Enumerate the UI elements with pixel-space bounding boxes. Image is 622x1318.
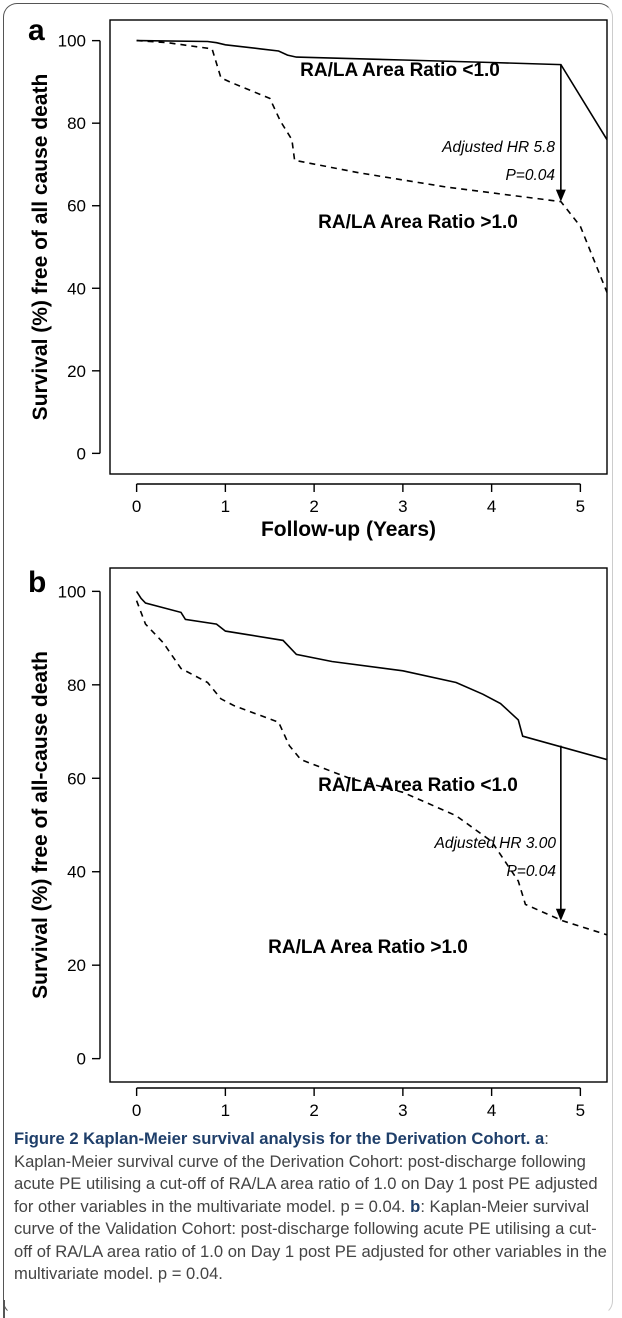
- y-tick-label: 100: [58, 32, 86, 51]
- x-tick-label: 5: [576, 1101, 585, 1118]
- figure-caption: Figure 2 Kaplan-Meier survival analysis …: [14, 1128, 609, 1286]
- hr-arrow-head: [555, 189, 566, 202]
- series-ratio-below-1-line: [135, 590, 607, 761]
- frame-edge: [3, 1300, 5, 1318]
- y-tick-label: 100: [58, 582, 86, 601]
- x-tick-label: 4: [487, 497, 496, 516]
- y-tick-label: 20: [67, 362, 86, 381]
- caption-a-label: a: [535, 1129, 545, 1148]
- figure-frame: [3, 3, 613, 1315]
- p-value-annotation: P=0.04: [505, 167, 555, 184]
- panel-letter: b: [28, 566, 46, 599]
- hr-annotation: Adjusted HR 5.8: [441, 139, 555, 156]
- x-tick-label: 0: [132, 497, 141, 516]
- x-tick-label: 3: [398, 1101, 407, 1118]
- plot-box: [109, 19, 608, 475]
- series-label-above-1: RA/LA Area Ratio >1.0: [268, 937, 468, 958]
- x-tick-label: 0: [132, 1101, 141, 1118]
- y-tick-label: 80: [67, 676, 86, 695]
- hr-arrow-head: [555, 908, 566, 921]
- y-axis-label: Survival (%) free of all-cause death: [29, 651, 52, 999]
- y-tick-label: 60: [67, 769, 86, 788]
- x-tick-label: 5: [576, 497, 585, 516]
- x-tick-label: 2: [309, 497, 318, 516]
- series-ratio-above-1-line: [136, 39, 607, 293]
- series-label-above-1: RA/LA Area Ratio >1.0: [318, 212, 518, 233]
- caption-a-text: : Kaplan-Meier survival curve of the Der…: [14, 1129, 598, 1216]
- x-axis-label: Follow-up (Years): [261, 518, 436, 541]
- plot-box: [109, 567, 608, 1083]
- caption-b-text: : Kaplan-Meier survival curve of the Val…: [14, 1196, 607, 1284]
- y-axis-label: Survival (%) free of all cause death: [29, 74, 52, 421]
- p-value-annotation: P=0.04: [506, 863, 556, 880]
- x-tick-label: 1: [221, 497, 230, 516]
- caption-title: Figure 2 Kaplan-Meier survival analysis …: [14, 1129, 531, 1148]
- y-tick-label: 0: [77, 444, 86, 463]
- y-tick-label: 0: [77, 1050, 86, 1069]
- series-label-below-1: RA/LA Area Ratio <1.0: [300, 60, 500, 81]
- hr-annotation: Adjusted HR 3.00: [434, 835, 557, 852]
- series-ratio-above-1-line: [135, 600, 607, 936]
- series-label-below-1: RA/LA Area Ratio <1.0: [318, 775, 518, 796]
- x-tick-label: 3: [398, 497, 407, 516]
- chart-panel-a: 0 20 40 60 80 100 0 1 2 3 4 5 Follow-up (Years) Survi…: [28, 14, 608, 541]
- y-tick-label: 80: [67, 114, 86, 133]
- y-tick-label: 60: [67, 197, 86, 216]
- y-tick-label: 40: [67, 279, 86, 298]
- x-tick-label: 1: [221, 1101, 230, 1118]
- x-tick-label: 2: [309, 1101, 318, 1118]
- x-tick-label: 4: [487, 1101, 496, 1118]
- caption-b-label: b: [410, 1196, 421, 1216]
- panel-letter: a: [28, 14, 45, 47]
- series-ratio-below-1-line: [136, 39, 607, 141]
- y-tick-label: 20: [67, 956, 86, 975]
- y-tick-label: 40: [67, 863, 86, 882]
